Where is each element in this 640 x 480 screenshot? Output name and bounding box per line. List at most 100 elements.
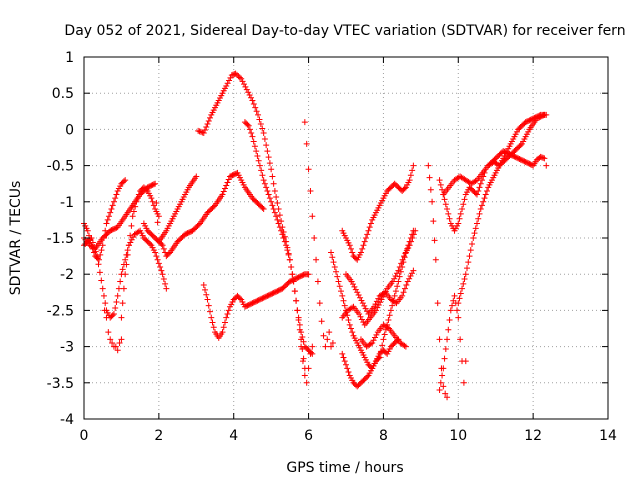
data-point [460,280,467,287]
data-point [233,71,240,78]
data-point [290,278,297,285]
data-point [236,295,243,302]
data-point [349,304,356,311]
data-point [193,173,200,180]
data-point [357,249,364,256]
data-point [456,295,463,302]
data-point [330,259,337,266]
data-point [162,280,169,287]
data-point [439,372,446,379]
data-point [437,181,444,188]
data-point [335,278,342,285]
data-point [372,301,379,308]
data-point [94,255,101,262]
data-point [281,238,288,245]
data-point [271,187,278,194]
data-point [440,383,447,390]
data-point [238,75,245,82]
data-point [125,242,132,249]
data-point [158,267,165,274]
data-point [365,227,372,234]
y-tick-label: -1 [60,195,74,211]
data-point [477,180,484,187]
data-point [242,83,249,90]
data-point [160,276,167,283]
data-point [129,213,136,220]
data-point [266,160,273,167]
data-point [457,336,464,343]
data-point [118,314,125,321]
data-point [249,97,256,104]
data-point [478,202,485,209]
data-point [402,250,409,257]
data-point [402,343,409,350]
data-point [328,343,335,350]
y-tick-label: 0.5 [52,86,74,102]
data-point [401,285,408,292]
data-point [264,187,271,194]
data-point [442,346,449,353]
data-point [246,126,253,133]
data-point [356,311,363,318]
series-track-13 [339,227,417,390]
data-point [340,354,347,361]
data-point [409,167,416,174]
data-point [318,318,325,325]
data-point [331,263,338,270]
data-point [221,319,228,326]
data-point [209,319,216,326]
data-point [202,127,209,134]
data-point [261,136,268,143]
data-point [389,278,396,285]
data-point [133,198,140,205]
data-point [109,202,116,209]
data-point [104,216,111,223]
data-point [362,235,369,241]
data-point [155,260,162,267]
data-point [329,254,336,261]
data-point [97,251,104,258]
data-point [412,227,419,234]
data-point [256,162,263,169]
data-point [286,256,293,263]
data-point [442,201,449,208]
data-point [364,373,371,380]
data-point [208,314,215,321]
data-point [128,222,135,229]
data-point [98,277,105,284]
data-point [160,245,167,252]
data-point [379,342,386,349]
data-point [246,92,253,99]
data-point [471,230,478,237]
data-point [393,270,400,277]
data-point [305,166,312,173]
data-point [260,130,267,137]
data-point [107,336,114,343]
data-point [207,114,214,121]
data-point [441,355,448,362]
data-point [296,326,303,333]
data-point [348,278,355,285]
data-point [163,285,170,292]
data-point [103,314,110,321]
data-point [223,182,230,189]
data-point [253,148,260,155]
data-point [481,195,488,202]
data-point [84,227,91,234]
series-track-11 [298,343,316,386]
data-point [536,112,543,119]
data-point [403,247,410,254]
data-point [472,225,479,232]
data-point [366,224,373,231]
data-point [120,285,127,292]
data-point [112,343,119,350]
data-point [474,220,480,227]
data-point [148,195,155,202]
data-point [102,300,109,307]
data-point [358,297,365,304]
data-point [271,209,278,216]
data-point [373,331,380,338]
data-point [266,195,273,202]
